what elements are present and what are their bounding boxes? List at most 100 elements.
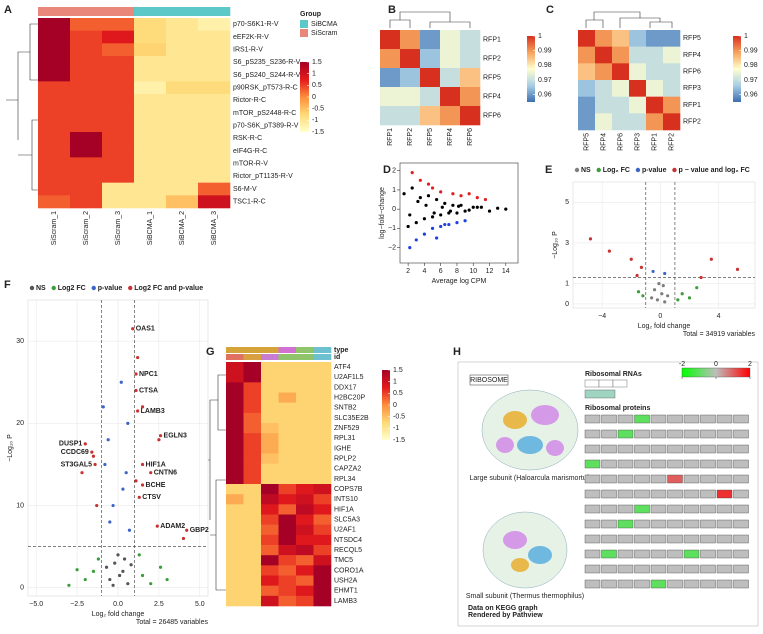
heatmap-cell <box>595 46 613 64</box>
x-axis-label: Average log CPM <box>432 278 487 285</box>
annotation-cell <box>243 347 262 353</box>
protein-box <box>584 474 601 484</box>
row-label: RFP3 <box>683 85 701 92</box>
heatmap-cell <box>578 46 596 64</box>
point <box>106 438 110 442</box>
heatmap-cell <box>296 565 314 576</box>
protein-box <box>700 519 716 529</box>
section-heading: Ribosomal RNAs <box>585 371 642 378</box>
heatmap-cell <box>198 56 231 69</box>
y-tick-label: 0 <box>392 206 396 213</box>
heatmap-cell <box>313 362 332 373</box>
point <box>463 209 467 213</box>
heatmap-cell <box>261 453 279 464</box>
dendrogram <box>203 374 226 591</box>
rrna-legend-box <box>584 389 616 399</box>
protein-box <box>700 534 716 544</box>
heatmap-cell <box>296 382 314 393</box>
heatmap-cell <box>278 402 297 414</box>
heatmap-cell <box>102 157 135 171</box>
heatmap-cell <box>166 144 199 158</box>
protein-box <box>634 519 650 529</box>
colorbar-label: 0.5 <box>312 82 322 89</box>
y-tick-label: 30 <box>16 338 24 345</box>
point <box>140 405 145 409</box>
colorbar-label: 0.5 <box>393 390 403 397</box>
heatmap-cell <box>198 106 231 120</box>
heatmap-cell <box>612 80 630 97</box>
column-label: SiBCMA_3 <box>211 211 218 245</box>
heatmap-cell <box>278 534 297 546</box>
x-tick-label: 2 <box>406 268 410 275</box>
column-label: SiBCMA_2 <box>179 211 186 245</box>
heatmap-cell <box>460 68 481 88</box>
protein-box <box>617 534 634 544</box>
heatmap-cell <box>70 132 103 145</box>
protein-box <box>716 504 733 514</box>
heatmap-cell <box>243 402 262 414</box>
legend-marker <box>596 167 601 173</box>
legend-swatch <box>300 29 308 37</box>
row-label: mTOR_pS2448-R-C <box>233 110 296 117</box>
heatmap-cell <box>380 106 401 126</box>
point <box>149 582 153 586</box>
row-label: mTOR-R-V <box>233 161 268 168</box>
protein-box <box>716 549 733 559</box>
legend-label: NS <box>581 167 591 174</box>
legend-label: Log2 FC and p-value <box>134 285 203 292</box>
colorbar-label: 0 <box>393 402 397 409</box>
point <box>116 553 120 557</box>
heatmap-cell <box>134 56 167 69</box>
heatmap-cell <box>612 63 630 81</box>
heatmap-cell <box>166 68 199 82</box>
protein-box <box>716 414 733 424</box>
row-label: DDX17 <box>334 384 357 391</box>
protein-box <box>650 414 667 424</box>
panel-letter: F <box>4 279 11 291</box>
heatmap-cell <box>243 433 262 444</box>
heatmap-cell <box>278 575 297 586</box>
colorbar <box>527 36 535 102</box>
protein-box <box>716 474 733 484</box>
x-tick-label: −4 <box>598 313 606 320</box>
heatmap-cell <box>296 504 314 515</box>
heatmap-cell <box>226 443 244 454</box>
heatmap-cell <box>278 412 297 424</box>
heatmap-cell <box>313 412 332 424</box>
point <box>113 561 117 565</box>
heatmap-cell <box>313 565 332 576</box>
column-label: RFP5 <box>427 128 434 146</box>
y-tick-label: 5 <box>565 199 569 206</box>
point <box>629 257 633 261</box>
heatmap-cell <box>440 30 461 50</box>
heatmap-cell <box>278 545 297 556</box>
protein-box <box>716 579 733 589</box>
protein-box <box>601 534 617 544</box>
protein-box <box>650 579 667 589</box>
heatmap-cell <box>243 555 262 566</box>
heatmap-cell <box>261 484 279 495</box>
protein-blob <box>528 546 552 564</box>
heatmap-cell <box>261 494 279 505</box>
column-label: RFP2 <box>407 128 414 146</box>
heatmap-cell <box>134 68 167 82</box>
heatmap-cell <box>420 87 441 107</box>
point <box>479 205 483 209</box>
point <box>410 171 414 175</box>
caption: Total = 34919 variables <box>683 331 756 338</box>
heatmap-cell <box>70 195 103 209</box>
row-label: SLC5A3 <box>334 516 360 523</box>
column-label: RFP4 <box>447 128 454 146</box>
heatmap-cell <box>38 106 71 120</box>
point <box>443 222 447 227</box>
heatmap-cell <box>243 392 262 403</box>
point <box>680 292 684 296</box>
column-label: SiBCMA_1 <box>147 211 154 245</box>
protein-box <box>617 504 634 514</box>
protein-box <box>584 579 601 589</box>
heatmap-cell <box>278 443 297 454</box>
protein-box <box>683 459 700 469</box>
legend-marker <box>574 167 580 173</box>
heatmap-cell <box>278 504 297 515</box>
point <box>439 190 443 194</box>
